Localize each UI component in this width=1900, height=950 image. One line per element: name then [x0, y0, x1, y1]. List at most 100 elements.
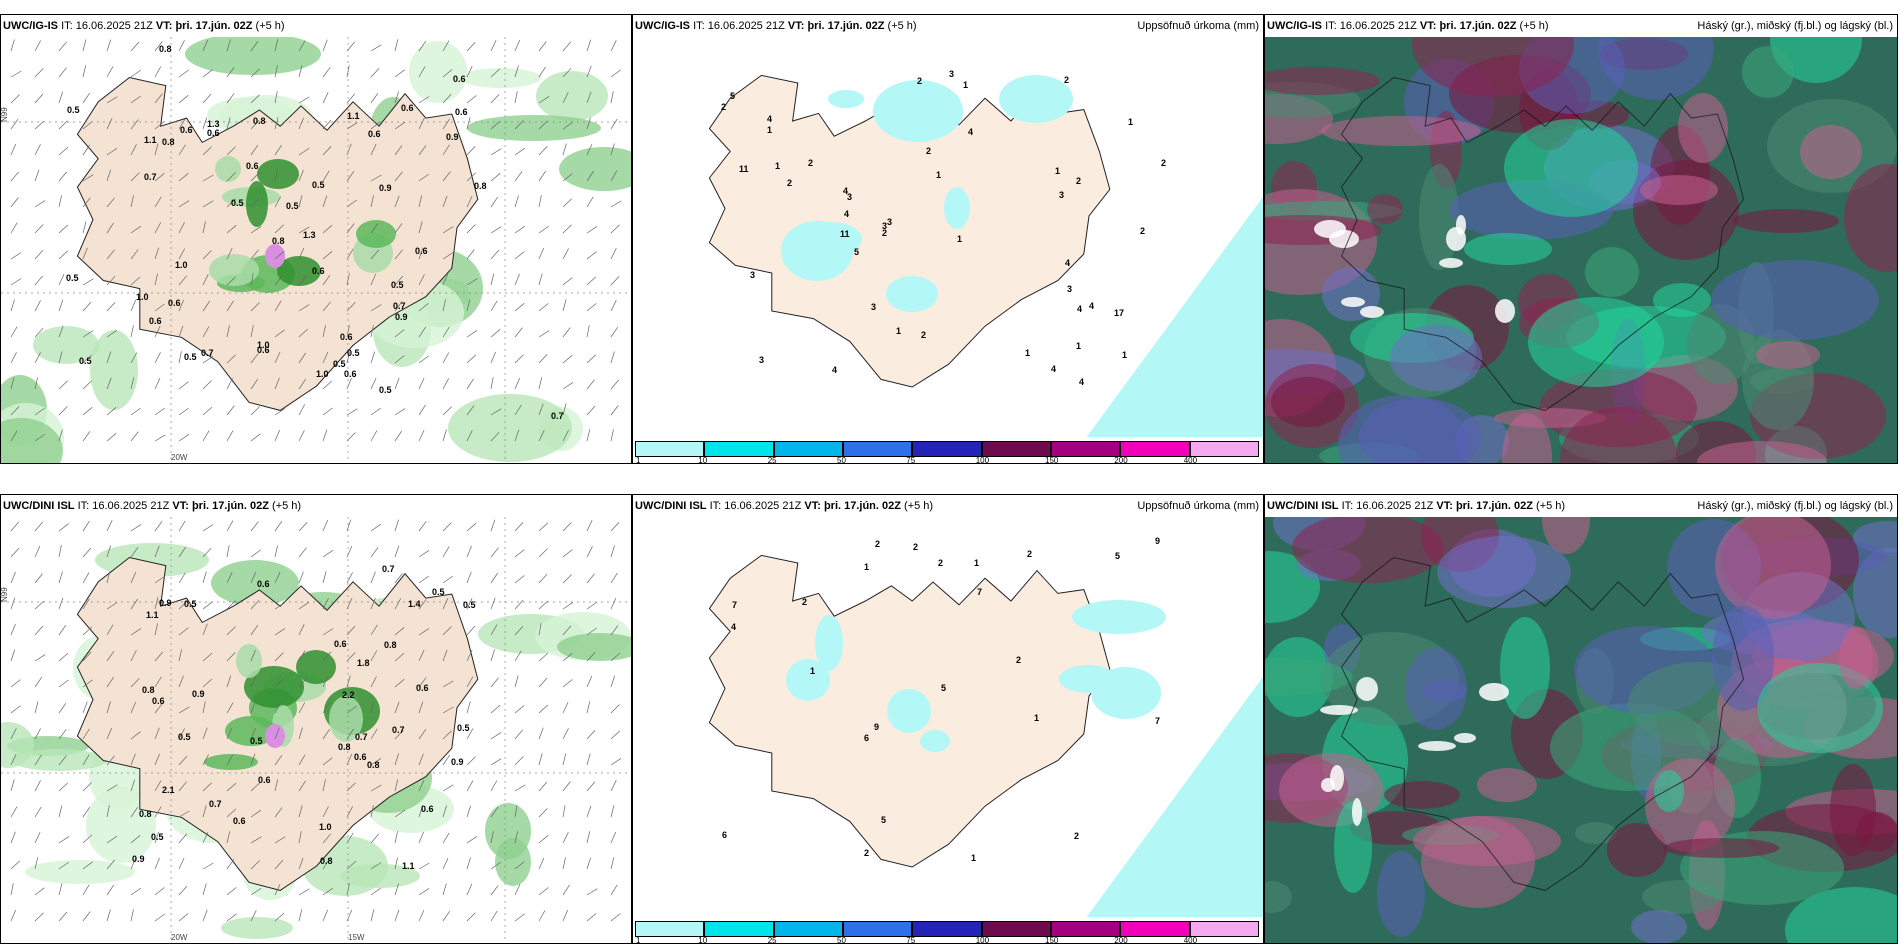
wind-barb	[610, 143, 615, 156]
wind-barb	[226, 354, 236, 364]
wind-barb	[106, 197, 115, 208]
wind-barb	[34, 831, 41, 844]
wind-barb	[154, 651, 164, 662]
wind-barb	[34, 521, 44, 532]
precip-value-label: 4	[1089, 301, 1094, 311]
precip-value-label: 1.0	[175, 260, 188, 270]
wind-barb	[418, 221, 423, 234]
precip-value-label: 4	[832, 365, 837, 375]
wind-barb	[34, 676, 43, 688]
cloud-layer	[1800, 125, 1862, 179]
wind-barb	[586, 303, 597, 312]
precip-value-label: 1.0	[316, 369, 329, 379]
wind-barb	[250, 40, 259, 52]
wind-barb	[394, 301, 403, 312]
wind-barb	[274, 702, 282, 714]
wind-barb	[274, 117, 279, 130]
wind-barb	[130, 299, 137, 312]
wind-barb	[394, 171, 403, 182]
precip-value-label: 1	[974, 558, 979, 568]
wind-barb	[394, 857, 398, 870]
wind-barb	[226, 702, 234, 714]
wind-barb	[610, 758, 622, 766]
precip-rate-map: 0.7 0.6 0.7 0.9 1.0 1.1 0.6 0.9 0.5 0.6 0.9 0.8 2.2 2…	[1, 517, 631, 943]
precip-value-label: 0.5	[67, 105, 80, 115]
wind-barb	[58, 571, 63, 584]
wind-barb	[562, 277, 573, 286]
colorbar-tick: 1	[636, 936, 641, 944]
precip-area	[185, 37, 321, 75]
panel-header: UWC/DINI ISL IT: 16.06.2025 21Z VT: þri.…	[1265, 495, 1897, 517]
wind-barb	[178, 69, 189, 78]
wind-barb	[58, 805, 63, 818]
wind-barb	[250, 809, 262, 818]
wind-barb	[34, 93, 44, 104]
precip-value-label: 1	[767, 125, 772, 135]
wind-barb	[130, 276, 141, 286]
wind-barb	[562, 403, 567, 416]
wind-barb	[418, 753, 424, 766]
wind-barb	[610, 704, 620, 714]
colorbar-tick: 400	[1183, 456, 1198, 464]
wind-barb	[346, 377, 352, 390]
precip-value-label: 2.1	[162, 785, 175, 795]
wind-barb	[178, 144, 186, 156]
colorbar-swatch	[912, 921, 982, 937]
wind-barb	[346, 519, 352, 532]
wind-barb	[82, 330, 94, 338]
wind-barb	[586, 805, 592, 818]
wind-barb	[106, 784, 118, 792]
wind-barb	[322, 909, 329, 922]
wind-barb	[346, 223, 355, 234]
wind-barb	[370, 784, 382, 792]
precip-area	[209, 254, 259, 286]
precip-area	[1086, 677, 1263, 917]
wind-barb	[250, 599, 260, 610]
wind-barb	[466, 299, 471, 312]
wind-barb	[82, 547, 92, 558]
wind-barb	[178, 95, 189, 104]
wind-barb	[154, 780, 162, 792]
wind-barb	[394, 408, 406, 416]
cloud-layer	[1265, 881, 1292, 913]
precip-value-label: 0.6	[233, 816, 246, 826]
wind-barb	[610, 276, 620, 286]
colorbar-tick: 10	[698, 936, 708, 944]
wind-barb	[418, 145, 427, 156]
wind-barb	[322, 628, 334, 636]
wind-barb	[274, 91, 278, 104]
precip-value-label: 0.5	[379, 385, 392, 395]
precip-area	[11, 749, 107, 771]
wind-barb	[274, 224, 284, 234]
wind-barb	[178, 325, 184, 338]
wind-barb	[154, 93, 163, 104]
wind-barb	[490, 148, 502, 156]
wind-barb	[394, 195, 400, 208]
cloud-layer	[1495, 299, 1515, 323]
heavy-precip-area	[265, 724, 285, 748]
wind-barb	[154, 857, 160, 870]
wind-barb	[82, 174, 94, 182]
wind-barb	[298, 304, 310, 312]
wind-barb	[442, 195, 448, 208]
panel-title: Uppsöfnuð úrkoma (mm)	[1137, 20, 1259, 32]
wind-barb	[562, 805, 566, 818]
wind-barb	[538, 704, 549, 714]
wind-barb	[562, 857, 566, 870]
wind-barb	[154, 196, 162, 208]
wind-barb	[154, 521, 163, 532]
colorbar-swatch	[773, 441, 843, 457]
wind-barb	[202, 93, 212, 104]
accum-precip-map: 3321111524421234411171132333222424312111…	[633, 37, 1263, 437]
wind-barb	[106, 909, 111, 922]
wind-barb	[370, 676, 377, 688]
wind-barb	[562, 355, 573, 364]
wind-barb	[490, 547, 499, 558]
wind-barb	[82, 911, 91, 922]
wind-barb	[466, 354, 477, 364]
wind-barb	[394, 39, 399, 52]
wind-barb	[10, 679, 21, 688]
wind-barb	[394, 223, 403, 234]
colorbar-tick: 50	[837, 456, 846, 464]
wind-barb	[490, 120, 501, 130]
